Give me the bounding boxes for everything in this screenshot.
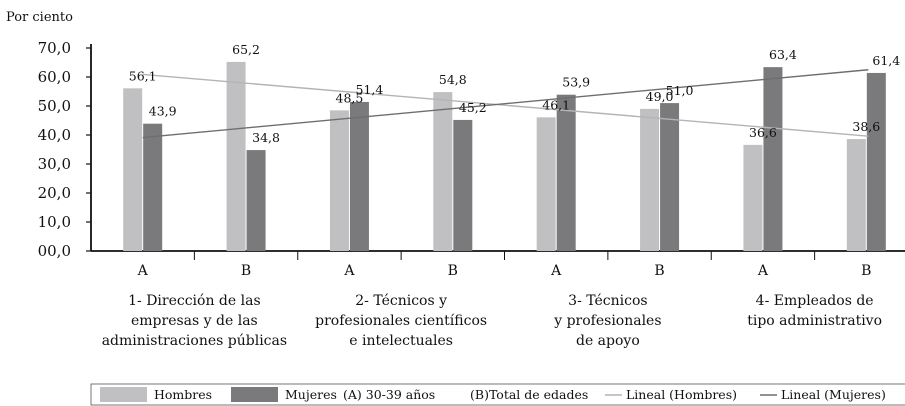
trendlines [142, 69, 869, 139]
bar-hombres-3a [536, 117, 556, 251]
data-label: 38,6 [852, 119, 880, 134]
group-label: e intelectuales [349, 333, 453, 349]
y-tick-label: 40,0 [38, 126, 71, 144]
x-tick-label: B [861, 263, 871, 279]
legend-label: Lineal (Hombres) [626, 387, 737, 402]
bars [123, 61, 886, 252]
bar-mujeres-2a [349, 101, 369, 251]
x-tick-label: A [757, 263, 769, 279]
y-tick-label: 70,0 [38, 39, 71, 57]
data-label: 46,1 [542, 97, 570, 112]
group-label: 3- Técnicos [568, 293, 647, 309]
data-label: 45,2 [459, 100, 487, 115]
data-label: 36,6 [749, 125, 777, 140]
y-axis: Por ciento 00,0 10,0 20,0 30,0 40,0 50,0 60,0 70… [6, 10, 92, 260]
legend-label: (A) 30-39 años [343, 387, 435, 402]
bar-hombres-1b [226, 61, 246, 251]
group-label: tipo administrativo [747, 313, 882, 329]
group-label: de apoyo [576, 333, 640, 349]
x-tick-label: B [448, 263, 458, 279]
y-tick-label: 00,0 [38, 242, 71, 260]
data-label: 56,1 [129, 68, 157, 83]
bar-mujeres-4b [866, 72, 886, 251]
y-tick-label: 10,0 [38, 213, 71, 231]
data-label: 48,5 [336, 90, 364, 105]
bar-mujeres-2b [453, 119, 473, 251]
y-tick-label: 20,0 [38, 184, 71, 202]
x-axis: A B A B A B A B 1- Dirección de las empresas y de… [91, 250, 905, 349]
data-label: 65,2 [232, 42, 260, 57]
group-label: administraciones públicas [102, 333, 287, 349]
data-labels: 56,1 65,2 48,5 54,8 46,1 49,0 36,6 38,6 43,9 34,8… [129, 42, 901, 145]
legend-box [90, 383, 905, 406]
bar-hombres-1a [123, 88, 143, 251]
data-label: 51,4 [356, 82, 384, 97]
legend-swatch [100, 387, 147, 402]
group-label: y profesionales [553, 313, 661, 329]
unit-label: Por ciento [6, 10, 73, 25]
data-label: 43,9 [149, 104, 177, 119]
data-label: 63,4 [769, 47, 797, 62]
bar-mujeres-1b [246, 150, 266, 251]
trendline-hombres [142, 73, 869, 137]
group-label: profesionales científicos [315, 313, 487, 329]
group-label: 2- Técnicos y [355, 293, 447, 309]
bar-hombres-3b [640, 108, 660, 252]
data-label: 53,9 [562, 75, 590, 90]
bar-mujeres-4a [763, 67, 783, 251]
legend-label: Lineal (Mujeres) [781, 387, 886, 402]
y-tick-label: 30,0 [38, 155, 71, 173]
trendline-mujeres [142, 69, 869, 139]
data-label: 51,0 [666, 83, 694, 98]
bar-mujeres-3a [556, 94, 576, 251]
bar-mujeres-3b [660, 103, 680, 251]
legend-label: Mujeres [285, 387, 337, 402]
group-label: 1- Dirección de las [128, 293, 261, 309]
legend: Hombres Mujeres (A) 30-39 años (B)Total de … [90, 383, 905, 406]
x-tick-label: B [241, 263, 251, 279]
legend-label: (B)Total de edades [470, 387, 588, 402]
group-label: 4- Empleados de [756, 293, 874, 309]
data-label: 54,8 [439, 72, 467, 87]
x-tick-label: A [550, 263, 562, 279]
data-label: 61,4 [872, 53, 900, 68]
legend-label: Hombres [154, 387, 212, 402]
bar-hombres-2a [329, 110, 349, 251]
x-tick-label: B [654, 263, 664, 279]
legend-swatch [231, 387, 278, 402]
data-label: 49,0 [646, 89, 674, 104]
bar-hombres-4a [743, 144, 763, 251]
data-label: 34,8 [252, 130, 280, 145]
bar-mujeres-1a [143, 123, 163, 251]
bar-hombres-4b [846, 139, 866, 251]
group-label: empresas y de las [131, 313, 258, 329]
y-tick-label: 50,0 [38, 97, 71, 115]
x-tick-label: A [343, 263, 355, 279]
bar-hombres-2b [433, 92, 453, 251]
y-tick-label: 60,0 [38, 68, 71, 86]
x-tick-label: A [137, 263, 149, 279]
